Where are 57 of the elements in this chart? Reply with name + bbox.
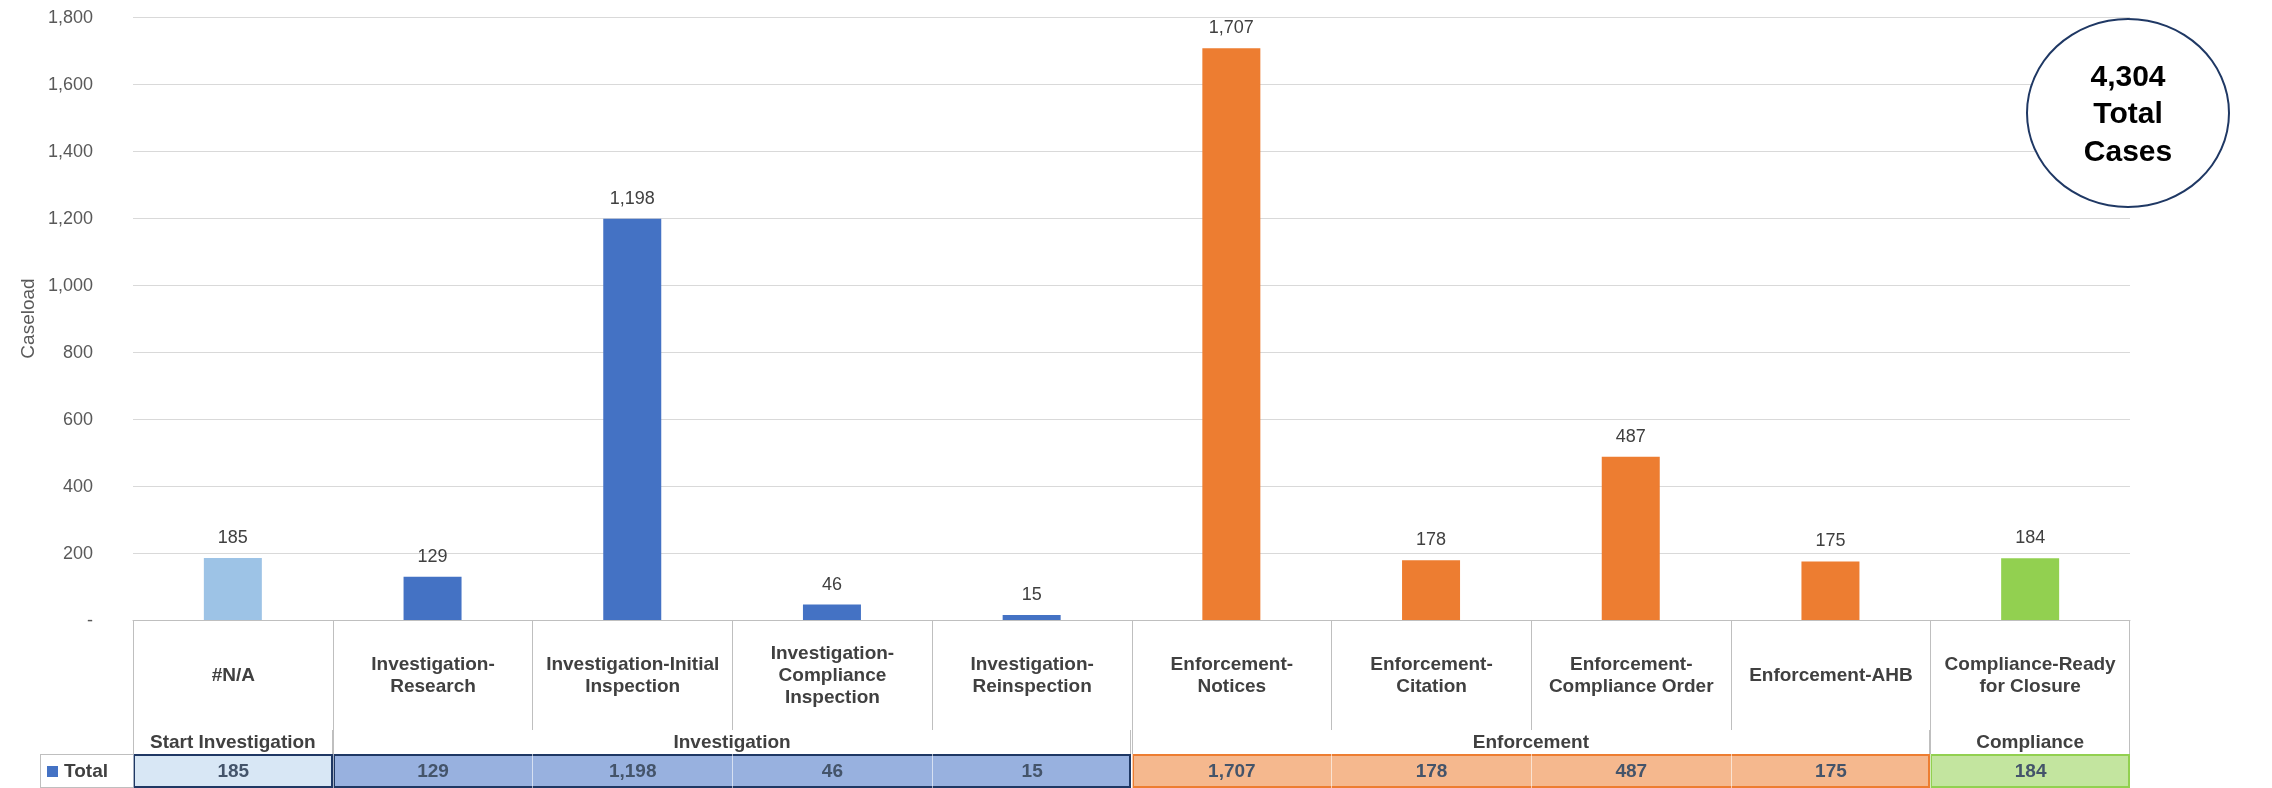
text: Compliance xyxy=(1930,730,2130,754)
y-tick-label: 1,400 xyxy=(47,141,93,161)
text: Investigation xyxy=(332,730,1132,754)
text: 46 xyxy=(821,573,842,594)
bar xyxy=(2001,558,2060,620)
y-tick-label: 1,600 xyxy=(47,74,93,94)
text: 129 xyxy=(417,545,448,566)
text: 175 xyxy=(1815,530,1846,551)
bar xyxy=(203,558,262,620)
bar xyxy=(1801,561,1860,620)
x-tick-label: Investigation-Compliance Inspection xyxy=(732,620,932,730)
x-tick-label: #N/A xyxy=(133,620,333,730)
x-tick-label: Enforcement-Compliance Order xyxy=(1530,620,1731,730)
oval-frame: 4,304 Total Cases xyxy=(2026,18,2230,208)
y-tick-label: 1,800 xyxy=(47,7,93,27)
data-label: 178 xyxy=(1331,754,1531,788)
data-label: 184 xyxy=(1930,754,2130,788)
data-label: 15 xyxy=(931,754,1132,788)
data-label: 1,198 xyxy=(532,754,733,788)
data-label: 1,707 xyxy=(1131,754,1332,788)
y-tick-label: 600 xyxy=(62,409,93,429)
bar xyxy=(403,576,462,620)
y-axis-title: Caseload xyxy=(17,278,39,359)
x-tick-label: Investigation-Initial Inspection xyxy=(532,620,733,730)
bar xyxy=(1202,48,1261,620)
x-tick-label: Investigation-Research xyxy=(332,620,533,730)
bar xyxy=(1402,560,1461,620)
text: Enforcement xyxy=(1131,730,1931,754)
legend-label: Total xyxy=(64,760,108,782)
x-tick-label: Investigation-Reinspection xyxy=(931,620,1132,730)
x-tick-label: Enforcement-Notices xyxy=(1131,620,1332,730)
bar xyxy=(1601,456,1660,620)
text: 185 xyxy=(217,527,248,548)
y-tick-label: 400 xyxy=(62,476,93,496)
bar xyxy=(1002,614,1061,620)
text: 178 xyxy=(1416,529,1447,550)
bar xyxy=(603,218,662,620)
y-tick-label: - xyxy=(87,610,93,630)
x-tick-label: Enforcement-Citation xyxy=(1331,620,1531,730)
text: 487 xyxy=(1615,425,1646,446)
bar xyxy=(802,604,861,620)
data-label: 46 xyxy=(732,754,932,788)
y-tick-label: 200 xyxy=(62,543,93,563)
text: Start Investigation xyxy=(133,730,333,754)
data-label: 175 xyxy=(1730,754,1931,788)
y-tick-label: 1,200 xyxy=(47,208,93,228)
x-tick-label: Enforcement-AHB xyxy=(1730,620,1931,730)
text: 184 xyxy=(2015,527,2046,548)
data-label: 487 xyxy=(1530,754,1731,788)
text: 1,707 xyxy=(1208,17,1254,38)
x-tick-label: Compliance-Ready for Closure xyxy=(1930,620,2130,730)
y-tick-label: 800 xyxy=(62,342,93,362)
text: 1,198 xyxy=(609,187,655,208)
data-label: 185 xyxy=(133,754,333,788)
data-label: 129 xyxy=(332,754,533,788)
y-tick-label: 1,000 xyxy=(47,275,93,295)
text: 15 xyxy=(1021,583,1042,604)
